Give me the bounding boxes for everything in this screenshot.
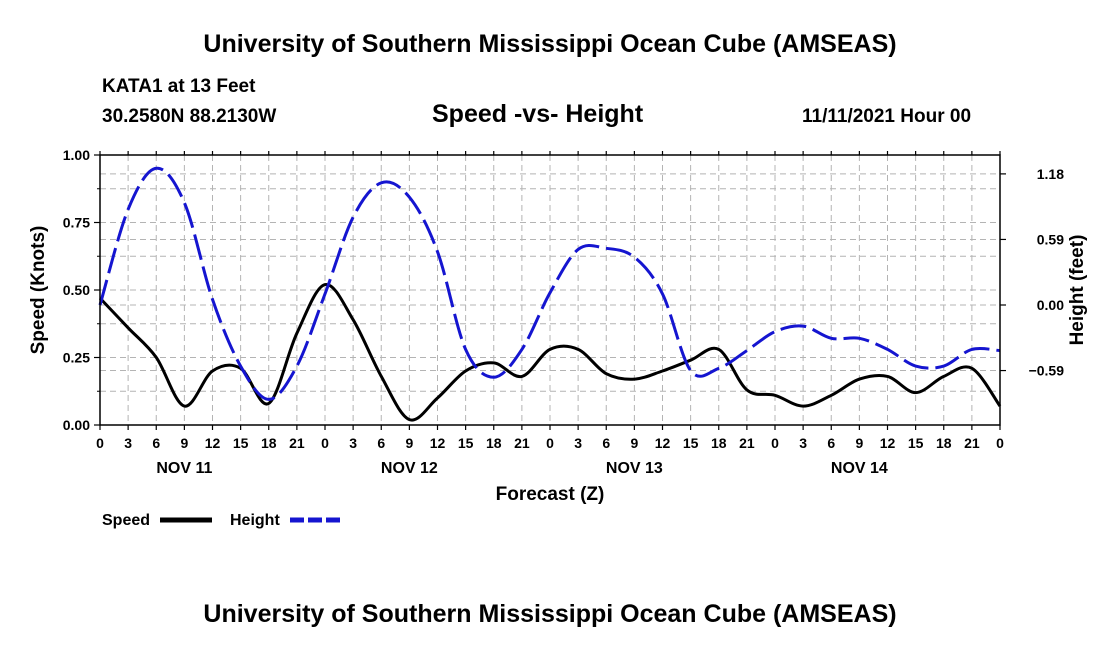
grid-lines: [100, 155, 1000, 425]
x-tick-label: 12: [655, 435, 671, 451]
x-tick-label: 21: [289, 435, 305, 451]
y-tick-label: 1.00: [63, 147, 90, 163]
legend: Speed Height: [102, 512, 342, 529]
x-tick-label: 15: [683, 435, 699, 451]
x-tick-label: 6: [377, 435, 385, 451]
legend-height-label: Height: [230, 512, 280, 529]
x-tick-label: 15: [233, 435, 249, 451]
x-tick-label: 3: [799, 435, 807, 451]
height-series-line: [98, 166, 1001, 401]
legend-speed-label: Speed: [102, 512, 150, 529]
x-tick-label: 12: [205, 435, 221, 451]
y-tick-label: 0.75: [63, 215, 90, 231]
main-title: University of Southern Mississippi Ocean…: [203, 30, 897, 58]
x-axis-title: Forecast (Z): [496, 484, 605, 505]
y2-tick-label: 1.18: [1037, 166, 1064, 182]
x-tick-label: 6: [827, 435, 835, 451]
x-tick-label: 0: [96, 435, 104, 451]
y2-axis-title: Height (feet): [1067, 235, 1088, 346]
series-layer: [98, 166, 1002, 422]
x-tick-label: 21: [514, 435, 530, 451]
y2-tick-label: 0.59: [1037, 231, 1064, 247]
day-label: NOV 12: [381, 460, 438, 477]
coordinates-label: 30.2580N 88.2130W: [102, 106, 277, 127]
y2-tick-label: 0.00: [1037, 297, 1064, 313]
x-tick-label: 21: [964, 435, 980, 451]
x-tick-label: 6: [152, 435, 160, 451]
footer-title: University of Southern Mississippi Ocean…: [203, 600, 897, 628]
x-tick-label: 3: [574, 435, 582, 451]
axes-layer: 0 3 6 9 12 15 18 21 0 3 6 9 12 15 18 21 0 3 6 9 12 15 18 21 0 3 6 9…: [63, 147, 1064, 477]
day-label: NOV 14: [831, 460, 888, 477]
x-tick-label: 6: [602, 435, 610, 451]
x-tick-label: 3: [124, 435, 132, 451]
chart-subtitle: Speed -vs- Height: [432, 100, 644, 128]
day-label: NOV 11: [156, 460, 212, 477]
x-tick-label: 18: [711, 435, 727, 451]
x-tick-label: 18: [486, 435, 502, 451]
station-label: KATA1 at 13 Feet: [102, 76, 256, 97]
x-tick-label: 0: [321, 435, 329, 451]
x-tick-label: 18: [936, 435, 952, 451]
x-tick-label: 21: [739, 435, 755, 451]
x-tick-label: 0: [546, 435, 554, 451]
y-axis-title: Speed (Knots): [28, 226, 49, 355]
day-label: NOV 13: [606, 460, 663, 477]
x-tick-label: 0: [996, 435, 1004, 451]
y-tick-label: 0.00: [63, 417, 90, 433]
x-tick-label: 9: [180, 435, 188, 451]
y-tick-label: 0.50: [63, 282, 90, 298]
x-tick-label: 12: [880, 435, 896, 451]
forecast-datetime: 11/11/2021 Hour 00: [802, 106, 972, 127]
x-tick-label: 0: [771, 435, 779, 451]
x-tick-label: 15: [458, 435, 474, 451]
x-tick-label: 18: [261, 435, 277, 451]
x-tick-label: 12: [430, 435, 446, 451]
x-tick-label: 9: [405, 435, 413, 451]
x-tick-label: 15: [908, 435, 924, 451]
x-tick-label: 9: [855, 435, 863, 451]
x-tick-label: 3: [349, 435, 357, 451]
y-tick-label: 0.25: [63, 350, 90, 366]
x-tick-label: 9: [630, 435, 638, 451]
y2-tick-label: −0.59: [1029, 363, 1065, 379]
